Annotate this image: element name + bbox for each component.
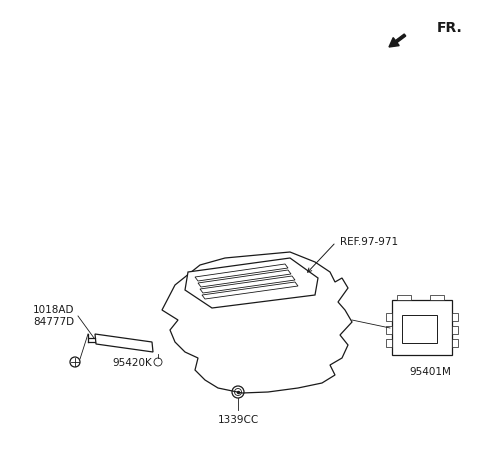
Polygon shape [386,339,392,347]
Text: 1339CC: 1339CC [217,415,259,425]
Text: 1018AD: 1018AD [33,305,74,315]
Polygon shape [200,276,295,293]
Polygon shape [162,252,352,393]
Polygon shape [392,300,452,355]
Polygon shape [198,270,291,287]
Polygon shape [202,282,298,299]
Polygon shape [185,258,318,308]
Text: REF.97-971: REF.97-971 [340,237,398,247]
Polygon shape [430,295,444,300]
Polygon shape [397,295,411,300]
Polygon shape [452,313,458,321]
Polygon shape [452,339,458,347]
Text: 84777D: 84777D [33,317,74,327]
Text: FR.: FR. [437,21,463,35]
Polygon shape [402,315,437,343]
Text: 95420K: 95420K [112,358,152,368]
Polygon shape [386,326,392,334]
Polygon shape [386,313,392,321]
FancyArrow shape [389,34,406,47]
Polygon shape [452,326,458,334]
Text: 95401M: 95401M [409,367,451,377]
Polygon shape [195,264,288,281]
Polygon shape [95,334,153,352]
